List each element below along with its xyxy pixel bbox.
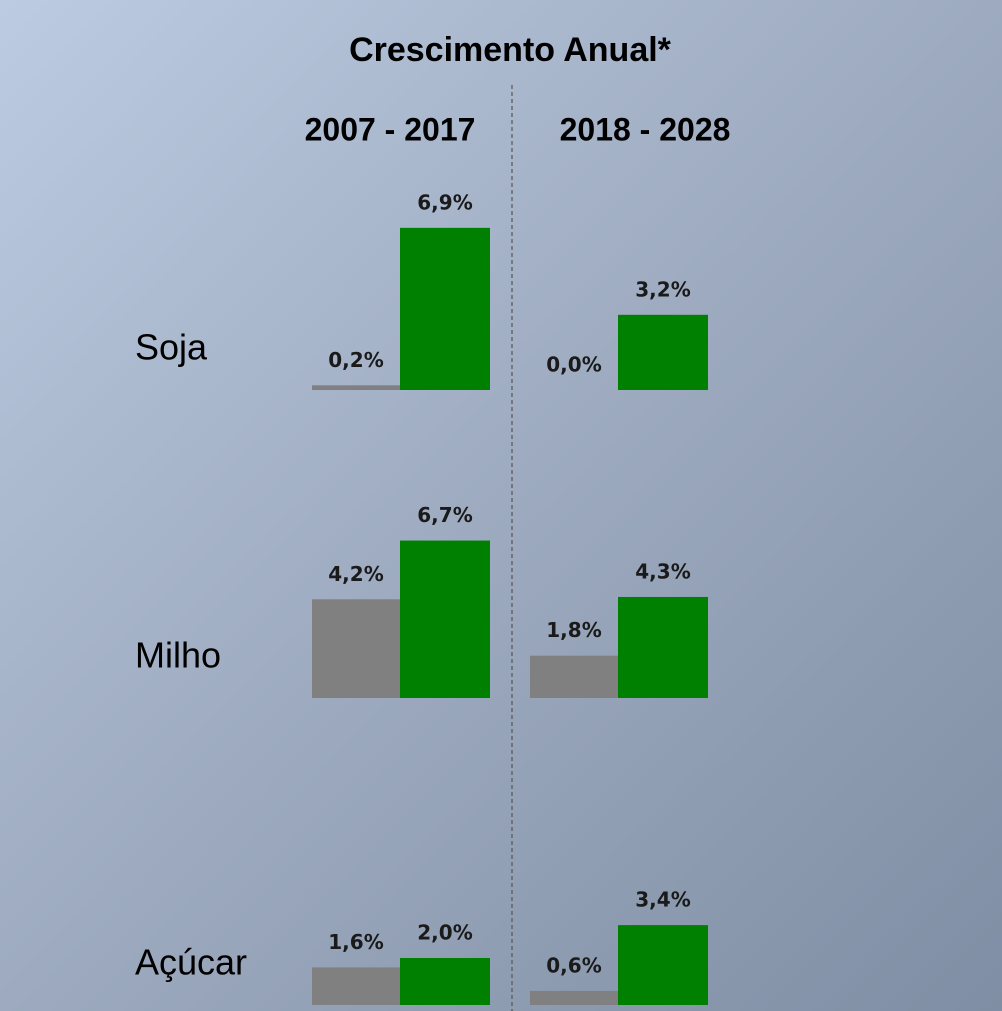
value-label: 3,4% xyxy=(635,888,690,912)
value-label: 0,6% xyxy=(546,953,601,977)
bar xyxy=(618,925,708,1005)
chart-title: Crescimento Anual* xyxy=(349,31,672,69)
value-label: 0,0% xyxy=(546,353,601,377)
bar xyxy=(530,655,618,698)
bar xyxy=(312,385,400,390)
bar xyxy=(312,599,400,698)
bar xyxy=(400,227,490,390)
value-label: 1,8% xyxy=(546,618,601,642)
value-label: 1,6% xyxy=(328,930,383,954)
bar xyxy=(400,540,490,698)
row-label: Açúcar xyxy=(135,942,247,983)
bar xyxy=(618,314,708,390)
bar xyxy=(400,958,490,1005)
row-label: Soja xyxy=(135,327,208,368)
bar xyxy=(312,967,400,1005)
value-label: 6,9% xyxy=(417,190,472,214)
value-label: 6,7% xyxy=(417,503,472,527)
bar xyxy=(530,990,618,1005)
row-label: Milho xyxy=(135,635,221,676)
bar xyxy=(618,596,708,698)
period-label: 2018 - 2028 xyxy=(560,111,731,147)
value-label: 0,2% xyxy=(328,348,383,372)
value-label: 2,0% xyxy=(417,921,472,945)
value-label: 3,2% xyxy=(635,277,690,301)
value-label: 4,3% xyxy=(635,559,690,583)
period-label: 2007 - 2017 xyxy=(305,111,476,147)
value-label: 4,2% xyxy=(328,562,383,586)
